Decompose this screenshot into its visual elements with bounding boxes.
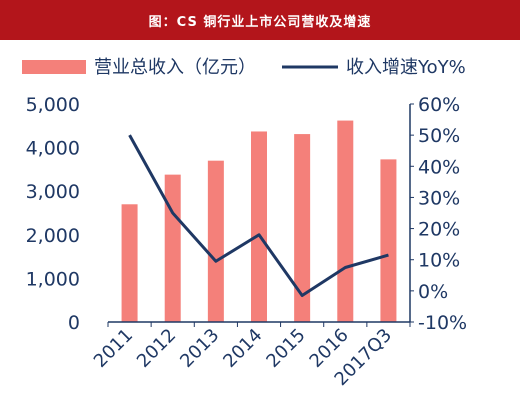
bar-2017Q3: [380, 159, 397, 322]
right-y-tick-label: 10%: [418, 250, 460, 272]
x-tick-label: 2012: [133, 325, 180, 372]
x-tick-label: 2011: [90, 325, 137, 372]
right-y-tick-label: -10%: [418, 312, 467, 334]
left-y-tick-label: 1,000: [26, 268, 80, 290]
x-tick-label: 2013: [176, 325, 223, 372]
axes: [107, 103, 414, 327]
chart-canvas: 营业总收入（亿元） 收入增速YoY% 0 1,000 2,000 3,000 4,000 5…: [22, 57, 468, 390]
left-y-tick-label: 2,000: [26, 225, 80, 247]
left-y-tick-label: 0: [68, 312, 80, 334]
x-tick-label: 2014: [219, 325, 266, 372]
bar-2015: [294, 134, 311, 322]
right-y-tick-label: 30%: [418, 187, 460, 209]
legend-bar-label: 营业总收入（亿元）: [94, 57, 256, 78]
right-y-tick-label: 40%: [418, 156, 460, 178]
bar-2012: [164, 174, 181, 322]
legend-bar-swatch: [22, 60, 86, 74]
title-bar: 图：CS 铜行业上市公司营收及增速: [0, 0, 520, 40]
left-y-tick-label: 3,000: [26, 181, 80, 203]
legend: 营业总收入（亿元） 收入增速YoY%: [22, 57, 466, 78]
bar-2011: [121, 204, 138, 322]
right-y-tick-label: 50%: [418, 125, 460, 147]
bar-2016: [337, 120, 354, 323]
left-y-tick-label: 4,000: [26, 138, 80, 160]
x-tick-label: 2015: [262, 325, 309, 372]
right-y-tick-label: 60%: [418, 94, 460, 116]
line-series: [128, 134, 389, 298]
legend-line-label: 收入增速YoY%: [346, 57, 466, 78]
bar-2013: [207, 160, 224, 322]
right-y-tick-label: 20%: [418, 219, 460, 241]
left-y-tick-label: 5,000: [26, 94, 80, 116]
tick-labels: 0 1,000 2,000 3,000 4,000 5,000 -10% 0% 10% 20% 30…: [26, 94, 468, 390]
right-y-tick-label: 0%: [418, 281, 448, 303]
bar-2014: [251, 131, 267, 322]
chart-title: 图：CS 铜行业上市公司营收及增速: [148, 14, 372, 30]
bar-series: [121, 120, 397, 323]
